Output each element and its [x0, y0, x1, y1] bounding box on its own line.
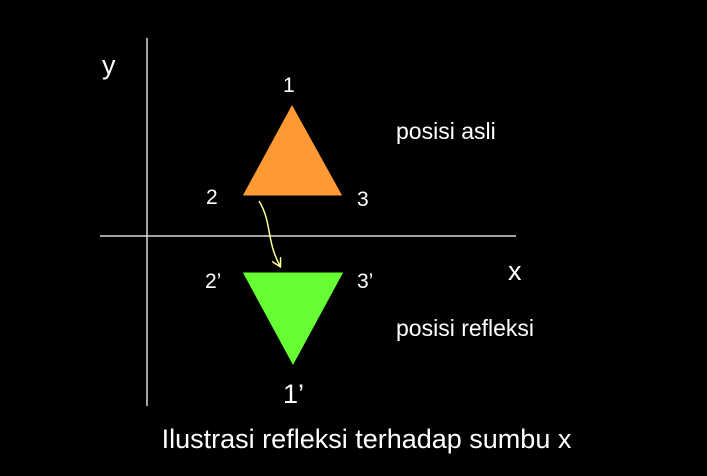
vertex-label-2: 2 [206, 186, 218, 209]
diagram-title: Ilustrasi refleksi terhadap sumbu x [161, 424, 572, 454]
original-triangle [241, 102, 344, 197]
reflected-triangle [241, 271, 345, 368]
vertex-label-3-prime: 3’ [357, 270, 373, 293]
vertex-label-2-prime: 2’ [205, 270, 221, 293]
y-axis-label: y [102, 50, 116, 80]
vertex-label-1-prime: 1’ [283, 379, 304, 409]
vertex-label-3: 3 [357, 188, 369, 211]
vertex-label-1: 1 [283, 74, 295, 97]
x-axis-label: x [508, 256, 522, 286]
reflected-position-caption: posisi refleksi [396, 315, 534, 341]
original-position-caption: posisi asli [396, 118, 496, 144]
reflection-arrow [258, 200, 280, 266]
